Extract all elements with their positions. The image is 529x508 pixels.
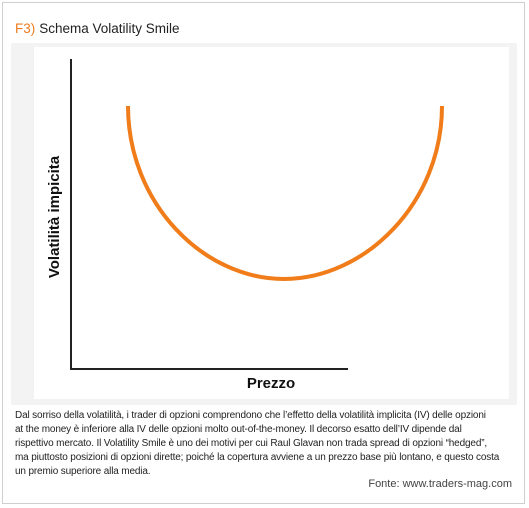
caption-line: at the money è inferiore alla IV delle o… [15, 424, 462, 435]
y-axis-label: Volatilità impicita [46, 155, 63, 278]
source: Fonte: www.traders-mag.com [368, 478, 512, 490]
diagram: Volatilità impicita Prezzo [34, 47, 509, 399]
figure-tag: F3) [15, 21, 36, 36]
x-axis-label: Prezzo [247, 375, 295, 392]
smile-curve [126, 105, 444, 282]
caption: Dal sorriso della volatilità, i trader d… [15, 409, 520, 479]
caption-line: un premio superiore alla media. [15, 466, 151, 477]
plot-panel [34, 47, 509, 399]
caption-line: Dal sorriso della volatilità, i trader d… [15, 410, 486, 421]
caption-line: ma piuttosto posizioni di opzioni dirett… [15, 452, 500, 463]
title-text: Schema Volatility Smile [39, 21, 180, 36]
figure-title: F3) Schema Volatility Smile [15, 21, 180, 36]
caption-line: rispettivo mercato. Il Volatility Smile … [15, 438, 488, 449]
figure-frame: F3) Schema Volatility Smile Volatilità im… [2, 2, 525, 504]
